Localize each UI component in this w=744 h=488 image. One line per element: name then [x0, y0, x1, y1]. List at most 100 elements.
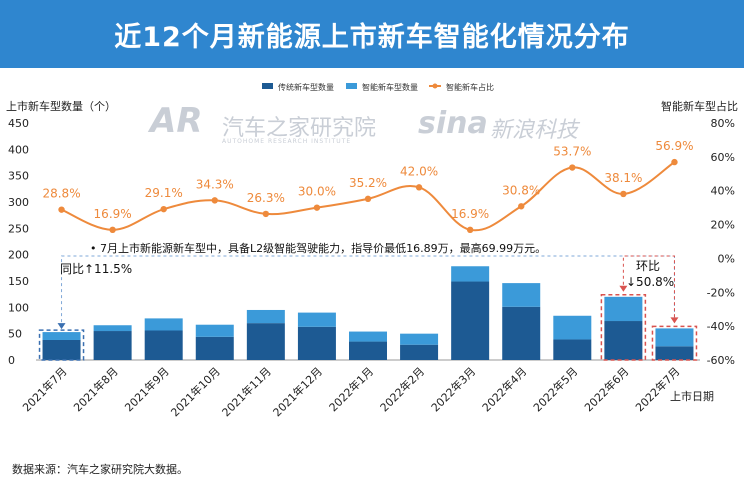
bar-traditional	[42, 339, 81, 360]
mom-label: 环比	[636, 259, 660, 273]
y2-tick-label: 80%	[711, 117, 735, 130]
bar-traditional	[297, 326, 336, 360]
ratio-point	[313, 204, 321, 211]
y2-tick-label: 20%	[711, 219, 735, 232]
y2-tick-label: -60%	[707, 354, 735, 367]
bar-traditional	[502, 306, 541, 360]
ratio-point	[58, 206, 65, 213]
ratio-point	[466, 226, 474, 234]
x-tick-label: 2022年2月	[377, 364, 427, 414]
bar-smart	[502, 283, 541, 307]
y2-tick-label: 60%	[711, 151, 735, 164]
mom-value: ↓50.8%	[626, 275, 674, 289]
note-text: • 7月上市新能源新车型中，具备L2级智能驾驶能力，指导价最低16.89万，最高…	[90, 241, 546, 255]
ratio-point	[160, 205, 167, 213]
x-tick-label: 2021年9月	[122, 364, 172, 414]
bar-smart	[195, 324, 234, 337]
sina-watermark-text: 新浪科技	[490, 118, 579, 143]
bar-traditional	[400, 344, 439, 360]
ratio-data-label: 38.1%	[604, 171, 642, 185]
legend-swatch-smart	[346, 83, 357, 89]
bar-smart	[451, 266, 490, 282]
y-tick-label: 400	[8, 143, 29, 156]
x-axis-label: 上市日期	[670, 389, 714, 403]
bar-smart	[400, 333, 439, 345]
ratio-point	[211, 197, 218, 204]
ratio-point	[518, 203, 525, 210]
autohome-watermark-subtext: AUTOHOME RESEARCH INSTITUTE	[222, 138, 352, 145]
bar-smart	[93, 325, 132, 332]
ratio-data-label: 53.7%	[553, 145, 591, 159]
bar-traditional	[195, 336, 234, 360]
mom-box-2022-06	[600, 294, 647, 361]
ratio-data-label: 42.0%	[400, 164, 438, 178]
y-tick-label: 300	[8, 196, 29, 209]
ratio-data-label: 16.9%	[94, 207, 132, 221]
ratio-point	[364, 195, 372, 203]
legend-label-smart: 智能新车型数量	[362, 82, 418, 92]
y-axis-label: 上市新车型数量（个）	[6, 99, 116, 113]
y-tick-label: 250	[8, 222, 29, 235]
bar-traditional	[144, 330, 183, 360]
y2-tick-label: 0%	[718, 252, 735, 265]
bar-traditional	[451, 281, 490, 360]
bar-smart	[297, 312, 336, 327]
page-title: 近12个月新能源上市新车智能化情况分布	[114, 21, 630, 53]
bar-traditional	[349, 341, 387, 360]
mom-arrowhead-prev	[619, 285, 628, 292]
ratio-data-label: 34.3%	[196, 177, 234, 191]
bar-traditional	[655, 346, 694, 360]
ratio-data-label: 29.1%	[145, 186, 183, 200]
autohome-watermark-text: 汽车之家研究院	[222, 116, 377, 141]
ratio-point	[671, 158, 678, 166]
y2-axis-label: 智能新车型占比	[661, 99, 738, 113]
x-tick-label: 2021年10月	[168, 364, 223, 419]
sina-logo: sina	[418, 106, 488, 141]
x-tick-label: 2022年3月	[428, 364, 478, 414]
x-tick-label: 2022年6月	[581, 364, 631, 414]
bar-traditional	[93, 331, 132, 360]
ratio-data-label: 35.2%	[349, 176, 387, 190]
yoy-label: 同比↑11.5%	[60, 262, 132, 276]
bar-smart	[246, 309, 285, 324]
ratio-point	[569, 164, 576, 171]
bar-smart	[349, 331, 387, 342]
y2-tick-label: -20%	[707, 286, 735, 299]
bar-smart	[144, 318, 183, 331]
ratio-point	[109, 226, 116, 234]
bar-traditional	[553, 339, 592, 360]
mom-connector	[622, 255, 675, 323]
y-tick-label: 450	[8, 117, 29, 130]
mom-arrowhead-last	[670, 317, 679, 324]
legend-label-traditional: 传统新车型数量	[278, 82, 334, 92]
bar-smart	[42, 332, 81, 340]
bar-smart	[655, 328, 694, 347]
bar-smart	[553, 315, 592, 340]
y-tick-label: 0	[8, 354, 15, 367]
legend-label-ratio: 智能新车占比	[446, 82, 494, 92]
legend-swatch-traditional	[262, 83, 273, 89]
yoy-box-2021-07	[38, 329, 85, 361]
x-tick-label: 2021年11月	[219, 364, 274, 419]
ratio-data-label: 26.3%	[247, 191, 285, 205]
y-tick-label: 150	[8, 275, 29, 288]
x-tick-label: 2022年4月	[479, 364, 529, 414]
title-bar: 近12个月新能源上市新车智能化情况分布	[0, 0, 744, 68]
x-tick-label: 2021年12月	[270, 364, 325, 419]
y-tick-label: 100	[8, 301, 29, 314]
y-tick-label: 350	[8, 170, 29, 183]
ratio-data-label: 30.0%	[298, 185, 336, 199]
data-source-note: 数据来源：汽车之家研究院大数据。	[12, 463, 188, 476]
ratio-point	[262, 210, 270, 218]
ratio-data-label: 30.8%	[502, 183, 540, 197]
ratio-data-label: 28.8%	[42, 187, 80, 201]
y-tick-label: 200	[8, 249, 29, 262]
x-tick-label: 2022年5月	[530, 364, 580, 414]
legend-marker-ratio	[432, 83, 438, 89]
ratio-point	[415, 184, 423, 191]
mom-box-2022-07	[651, 325, 698, 361]
ratio-data-label: 56.9%	[655, 139, 693, 153]
ratio-point	[620, 190, 627, 198]
y2-tick-label: -40%	[707, 320, 735, 333]
